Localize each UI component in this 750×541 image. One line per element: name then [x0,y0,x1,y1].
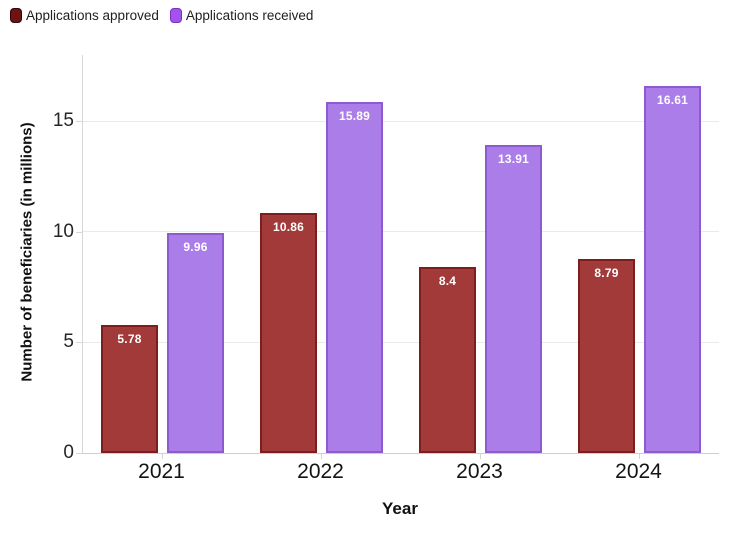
legend-swatch-applications-approved [10,8,22,23]
bar-applications-approved-2021: 5.78 [101,325,158,453]
legend-label-applications-approved: Applications approved [26,8,159,23]
bar-applications-received-2021: 9.96 [167,232,224,453]
x-tick-label-2023: 2023 [456,460,503,483]
gridline-y-5 [83,341,719,343]
bar-applications-received-2022: 15.89 [326,101,383,453]
y-tick-mark-5 [76,342,82,344]
bar-value-label: 15.89 [338,108,371,123]
x-tick-mark-2024 [638,454,640,459]
x-axis-title: Year [382,499,418,518]
x-tick-mark-2023 [479,454,481,459]
bar-value-label: 8.4 [438,274,457,289]
y-tick-label-5: 5 [63,331,74,353]
bar-value-label: 9.96 [183,239,208,254]
legend-swatch-applications-received [169,8,182,23]
x-tick-label-2021: 2021 [138,460,185,483]
legend: Applications approved Applications recei… [10,8,313,23]
bar-applications-received-2024: 16.61 [644,85,701,453]
bar-applications-approved-2023: 8.4 [419,267,476,453]
y-tick-mark-0 [76,453,82,454]
legend-label-applications-received: Applications received [185,8,314,23]
y-tick-mark-15 [76,121,82,123]
bar-applications-received-2023: 13.91 [485,145,542,453]
legend-item-applications-approved: Applications approved [10,8,159,23]
x-tick-label-2024: 2024 [615,460,662,483]
x-tick-label-2022: 2022 [297,460,344,483]
bar-value-label: 10.86 [272,219,305,234]
y-tick-label-0: 0 [63,442,74,463]
bar-value-label: 16.61 [656,92,689,107]
x-tick-mark-2022 [320,454,322,459]
bar-value-label: 13.91 [497,152,530,167]
x-tick-mark-2021 [161,454,163,459]
gridline-y-15 [83,120,719,122]
y-tick-label-10: 10 [52,220,74,242]
y-tick-label-15: 15 [52,110,74,132]
bar-applications-approved-2022: 10.86 [260,212,317,453]
bar-value-label: 5.78 [117,332,142,347]
gridline-y-10 [83,231,719,233]
bar-applications-approved-2024: 8.79 [578,258,635,453]
legend-item-applications-received: Applications received [169,8,314,23]
bar-value-label: 8.79 [594,265,619,280]
plot-area: 5.78 10.86 8.4 8.79 9.96 15.89 13.91 16.61 [82,55,719,454]
y-tick-mark-10 [76,231,82,233]
